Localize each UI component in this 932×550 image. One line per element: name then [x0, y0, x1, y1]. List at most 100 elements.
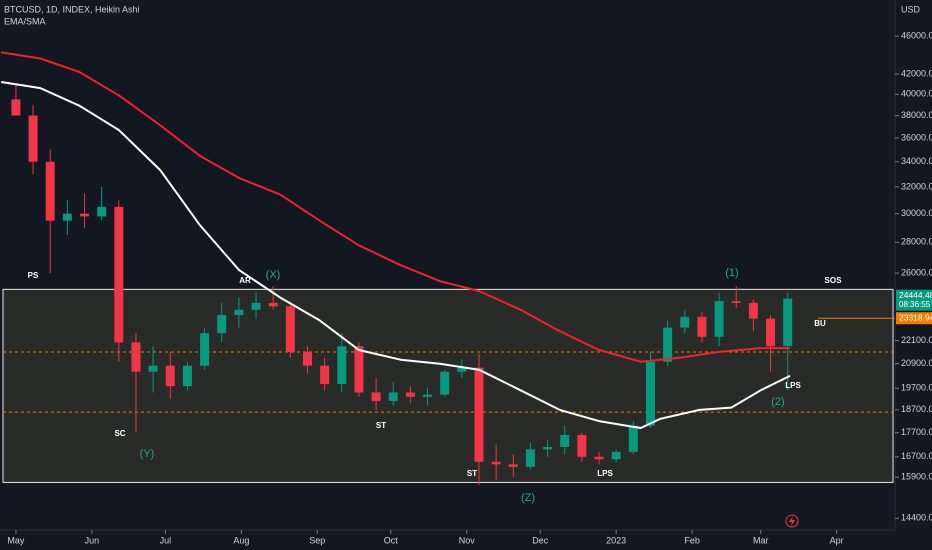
y-tick-label: 32000.00	[901, 181, 932, 191]
y-tick-label: 20900.00	[901, 358, 932, 368]
wyckoff-annotation: SC	[114, 429, 125, 438]
candle-body	[320, 365, 330, 385]
y-tick-label: 42000.00	[901, 68, 932, 78]
x-tick-label: Mar	[753, 535, 769, 545]
x-tick-label: Sep	[309, 535, 325, 545]
candle-body	[543, 446, 553, 450]
candle-body	[783, 298, 793, 347]
candle-body	[663, 327, 673, 362]
x-tick-label: Feb	[684, 535, 700, 545]
candle-body	[62, 213, 72, 221]
y-tick-label: 38000.00	[901, 110, 932, 120]
y-tick-label: 16700.00	[901, 451, 932, 461]
y-tick-label: 18700.00	[901, 404, 932, 414]
candle-body	[354, 346, 364, 393]
candle-body	[371, 392, 381, 402]
candle-body	[457, 367, 467, 372]
x-tick-label: May	[7, 535, 25, 545]
y-tick-label: 40000.00	[901, 89, 932, 99]
replay-icon[interactable]	[785, 514, 799, 528]
candle-body	[560, 435, 570, 447]
bu-price-label: 23318.94	[899, 312, 932, 322]
candle-body	[165, 365, 175, 387]
candle-body	[28, 115, 38, 162]
y-tick-label: 22100.00	[901, 335, 932, 345]
y-tick-label: 26000.00	[901, 267, 932, 277]
indicator-line	[1, 81, 791, 429]
last-price-label: 24444.48	[899, 290, 932, 300]
y-tick-label: 34000.00	[901, 156, 932, 166]
candle-body	[200, 333, 210, 366]
indicator-line	[1, 51, 791, 363]
y-tick-label: 17700.00	[901, 427, 932, 437]
candle-body	[80, 213, 90, 217]
wyckoff-annotation: LPS	[597, 469, 613, 478]
candle-body	[302, 351, 312, 366]
candle-body	[234, 309, 244, 316]
y-tick-label: 46000.00	[901, 31, 932, 41]
last-price-box	[896, 289, 932, 311]
candle-body	[577, 435, 587, 457]
x-tick-label: 2023	[606, 535, 626, 545]
candle-body	[645, 361, 655, 426]
candle-body	[714, 301, 724, 337]
candle-body	[285, 306, 295, 352]
candle-body	[337, 346, 347, 385]
candle-body	[474, 367, 484, 462]
candle-body	[45, 161, 55, 221]
candle-body	[148, 365, 158, 372]
candle-body	[766, 318, 776, 347]
x-tick-label: Apr	[830, 535, 844, 545]
candle-body	[491, 461, 501, 465]
x-tick-label: Aug	[233, 535, 249, 545]
x-tick-label: Jun	[85, 535, 100, 545]
wyckoff-annotation: SOS	[825, 276, 843, 285]
bu-price-box	[896, 312, 932, 325]
wyckoff-annotation: (Y)	[140, 448, 155, 460]
wyckoff-annotation: ST	[467, 469, 477, 478]
candle-body	[405, 392, 415, 397]
wyckoff-annotation: AR	[239, 276, 251, 285]
candle-body	[182, 365, 192, 387]
x-tick-label: Oct	[384, 535, 399, 545]
x-tick-label: Nov	[459, 535, 476, 545]
candle-body	[440, 371, 450, 395]
candle-body	[251, 302, 261, 310]
y-tick-label: 19700.00	[901, 383, 932, 393]
candle-body	[594, 456, 604, 460]
candle-body	[508, 464, 518, 467]
y-tick-label: 36000.00	[901, 132, 932, 142]
wyckoff-annotation: ST	[376, 421, 386, 430]
y-axis-label: USD	[901, 4, 921, 14]
wyckoff-annotation: (2)	[771, 396, 784, 408]
candle-body	[131, 342, 141, 372]
candle-body	[423, 394, 433, 397]
candle-body	[697, 316, 707, 337]
wyckoff-annotation: (1)	[725, 267, 738, 279]
candle-body	[525, 449, 535, 467]
candle-body	[731, 301, 741, 303]
candle-body	[217, 315, 227, 334]
candle-body	[611, 451, 621, 460]
wyckoff-annotation: (X)	[266, 269, 281, 281]
y-tick-label: 30000.00	[901, 208, 932, 218]
candle-body	[114, 206, 124, 343]
candle-body	[11, 99, 21, 116]
x-tick-label: Dec	[532, 535, 549, 545]
indicator-label: EMA/SMA	[4, 16, 46, 26]
chart-title: BTCUSD, 1D, INDEX, Heikin Ashi	[4, 4, 140, 14]
candle-body	[97, 206, 107, 217]
y-tick-label: 15900.00	[901, 472, 932, 482]
plot-area	[1, 51, 895, 486]
candle-body	[268, 302, 278, 307]
countdown: 08:36:55	[899, 300, 931, 309]
candle-body	[680, 316, 690, 328]
wyckoff-annotation: LPS	[785, 381, 801, 390]
candle-body	[748, 302, 758, 319]
y-tick-label: 28000.00	[901, 237, 932, 247]
x-tick-label: Jul	[160, 535, 172, 545]
wyckoff-annotation: (Z)	[521, 492, 535, 504]
wyckoff-annotation: PS	[28, 271, 39, 280]
